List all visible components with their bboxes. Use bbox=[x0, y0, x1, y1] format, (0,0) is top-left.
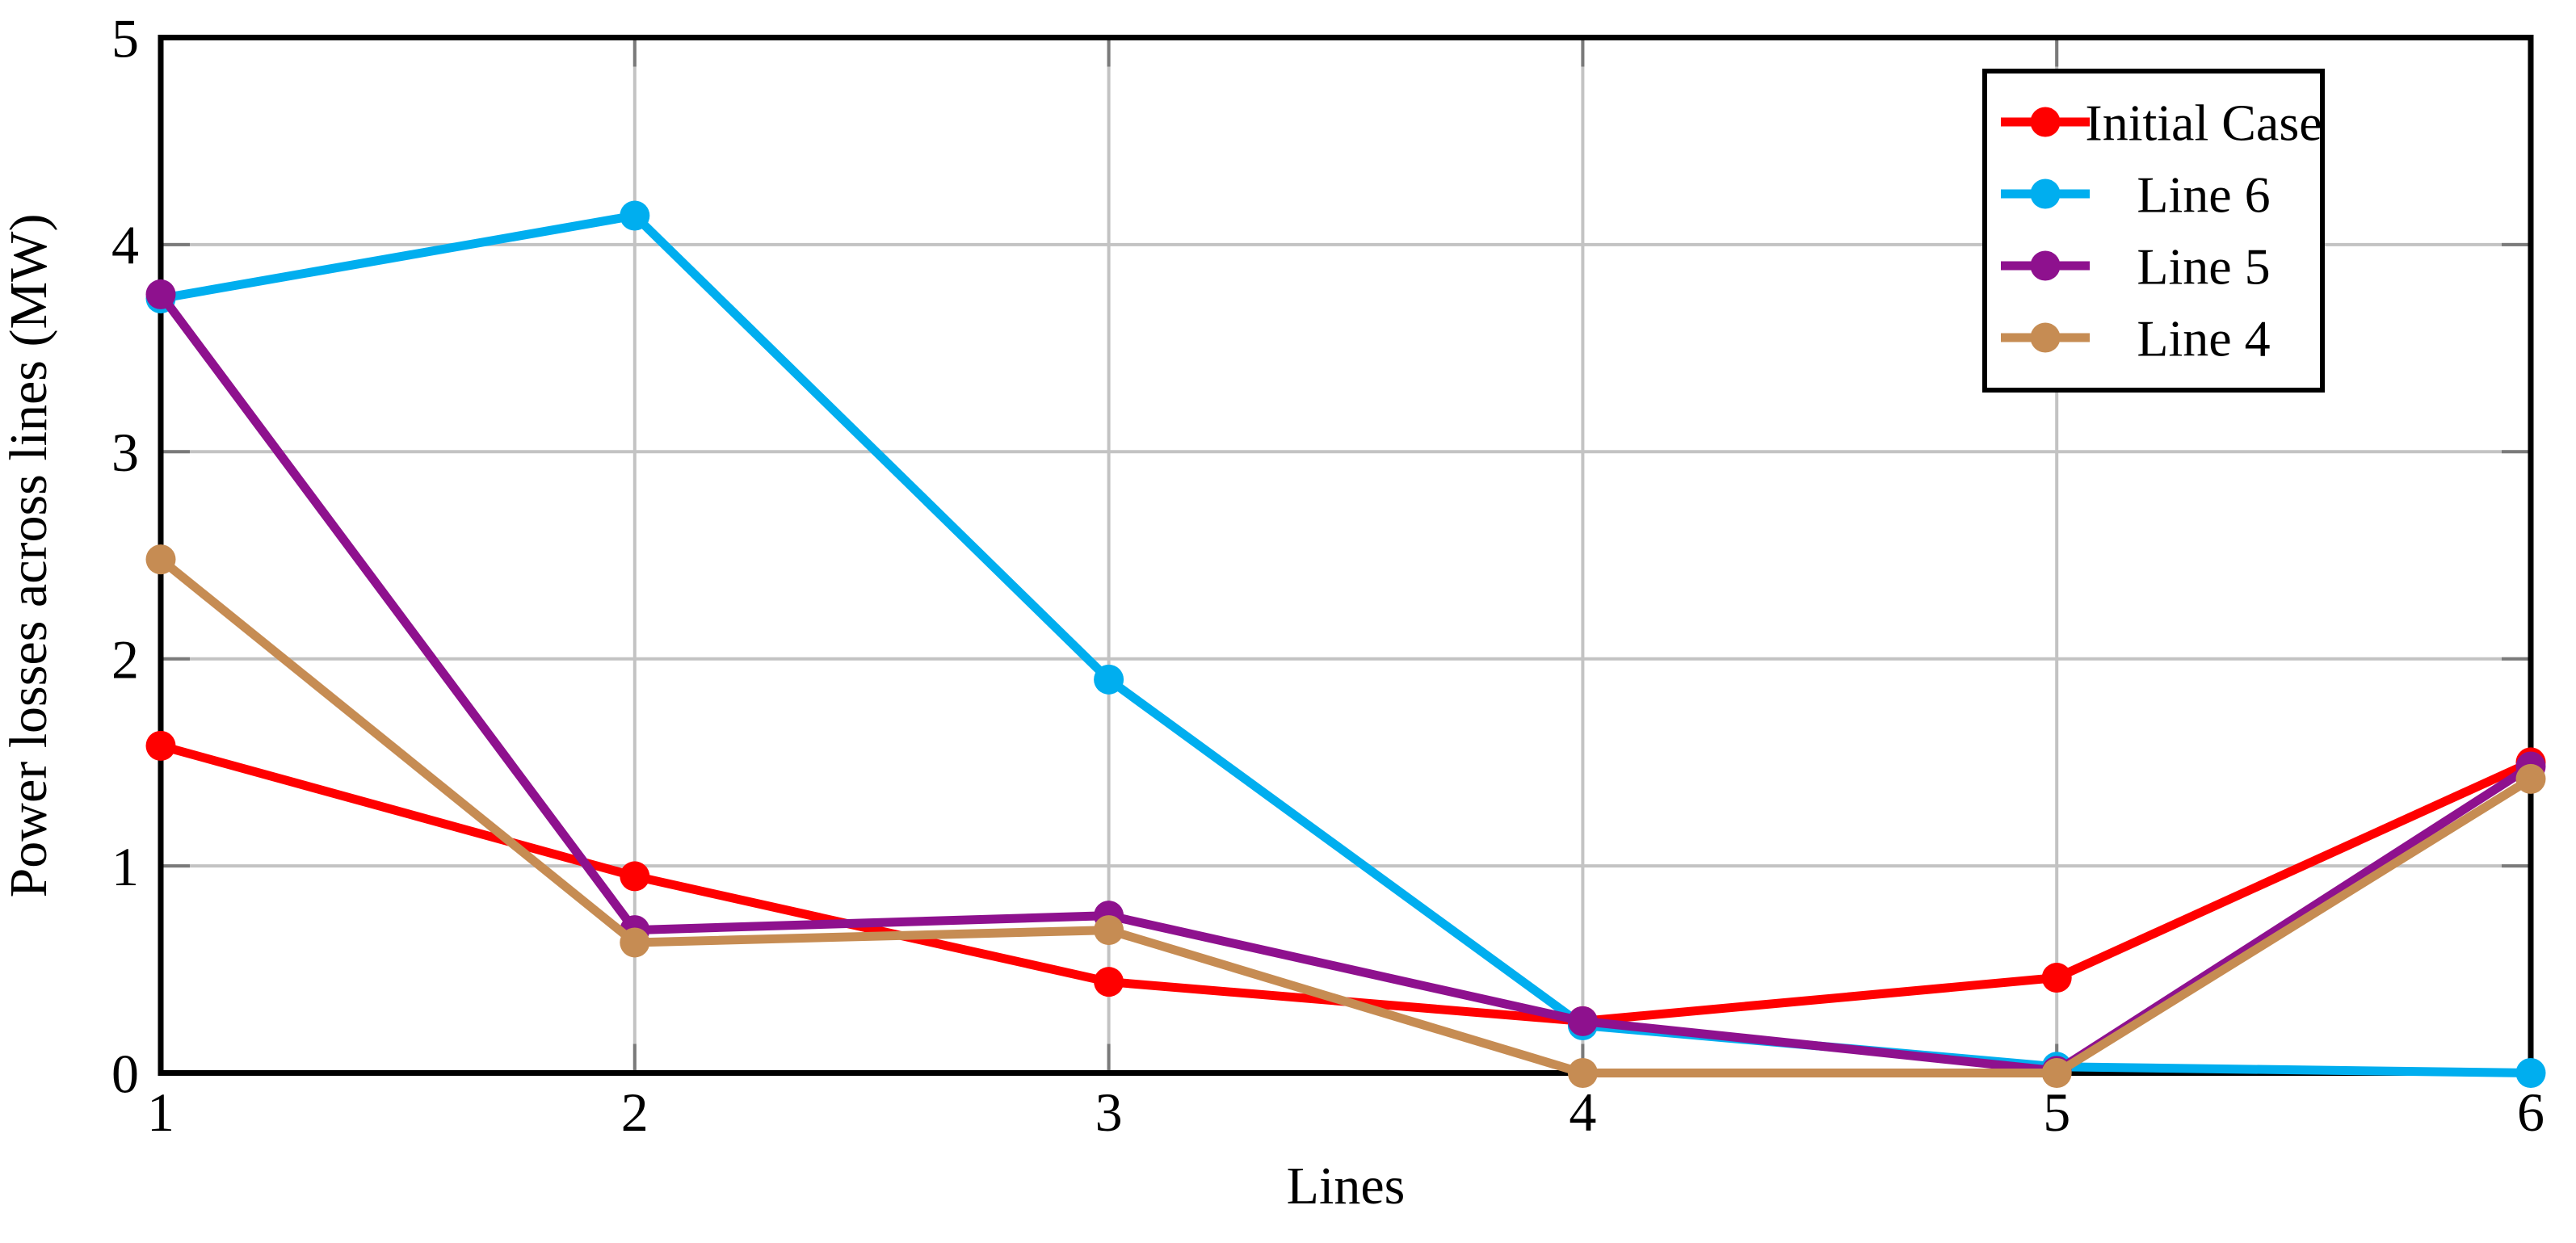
y-axis-label: Power losses across lines (MW) bbox=[0, 214, 58, 898]
series-marker-line-6 bbox=[2515, 1058, 2546, 1088]
series-marker-line-5 bbox=[1567, 1006, 1598, 1036]
x-tick-label: 3 bbox=[1095, 1081, 1123, 1143]
series-marker-initial-case bbox=[620, 861, 650, 892]
y-tick-label: 4 bbox=[111, 215, 139, 276]
series-line-line-6 bbox=[160, 211, 2532, 1077]
series-line-line-5 bbox=[157, 292, 2533, 1076]
series-line-line-4 bbox=[158, 556, 2533, 1077]
legend-swatch-marker-line-4 bbox=[2030, 322, 2061, 353]
x-tick-label: 5 bbox=[2043, 1081, 2070, 1143]
legend-swatch-marker-initial-case bbox=[2030, 107, 2061, 137]
legend-label-line-4: Line 4 bbox=[2137, 309, 2270, 367]
y-tick-label: 0 bbox=[111, 1043, 139, 1104]
x-tick-label: 6 bbox=[2517, 1081, 2544, 1143]
series-marker-line-4 bbox=[145, 544, 176, 575]
series-marker-initial-case bbox=[1094, 967, 1124, 997]
series-marker-line-6 bbox=[620, 200, 650, 231]
legend: Initial Case Line 6 Line 5 Line 4 bbox=[1982, 69, 2325, 393]
legend-swatch-marker-line-6 bbox=[2030, 178, 2061, 209]
y-tick-label: 1 bbox=[111, 836, 139, 897]
legend-label-initial-case: Initial Case bbox=[2085, 94, 2322, 151]
series-group bbox=[145, 200, 2546, 1088]
y-tick-label: 3 bbox=[111, 422, 139, 483]
series-marker-initial-case bbox=[145, 730, 176, 761]
legend-label-line-6: Line 6 bbox=[2137, 166, 2270, 223]
series-marker-line-4 bbox=[1567, 1058, 1598, 1088]
x-tick-label: 4 bbox=[1569, 1081, 1596, 1143]
x-tick-label: 1 bbox=[147, 1081, 174, 1143]
series-marker-line-4 bbox=[2515, 763, 2546, 794]
series-marker-line-5 bbox=[145, 279, 176, 309]
series-line-initial-case bbox=[159, 741, 2533, 1026]
series-marker-line-6 bbox=[1094, 664, 1124, 695]
x-axis-label: Lines bbox=[1287, 1157, 1406, 1216]
legend-label-line-5: Line 5 bbox=[2137, 237, 2270, 295]
series-marker-line-4 bbox=[1094, 915, 1124, 946]
y-tick-label: 2 bbox=[111, 629, 139, 691]
series-marker-line-4 bbox=[620, 927, 650, 958]
y-tick-label: 5 bbox=[111, 7, 139, 69]
series-marker-initial-case bbox=[2041, 963, 2072, 993]
x-tick-label: 2 bbox=[621, 1081, 649, 1143]
series-marker-line-4 bbox=[2041, 1058, 2072, 1088]
legend-swatch-marker-line-5 bbox=[2030, 250, 2061, 281]
